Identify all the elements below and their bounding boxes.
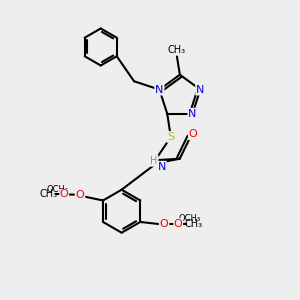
Text: CH₃: CH₃: [40, 190, 58, 200]
Text: methoxy: methoxy: [63, 193, 69, 194]
Text: OCH₃: OCH₃: [178, 214, 200, 224]
Text: S: S: [167, 132, 174, 142]
Text: O: O: [189, 129, 198, 139]
Text: O: O: [160, 219, 169, 229]
Text: CH₃: CH₃: [168, 45, 186, 55]
Text: N: N: [155, 85, 164, 94]
Text: O: O: [76, 190, 84, 200]
Text: O: O: [60, 190, 69, 200]
Text: H: H: [150, 156, 158, 166]
Text: N: N: [188, 109, 197, 118]
Text: O: O: [174, 219, 183, 229]
Text: N: N: [158, 162, 166, 172]
Text: CH₃: CH₃: [185, 219, 203, 229]
Text: OCH₃: OCH₃: [47, 185, 69, 194]
Text: N: N: [196, 85, 205, 94]
